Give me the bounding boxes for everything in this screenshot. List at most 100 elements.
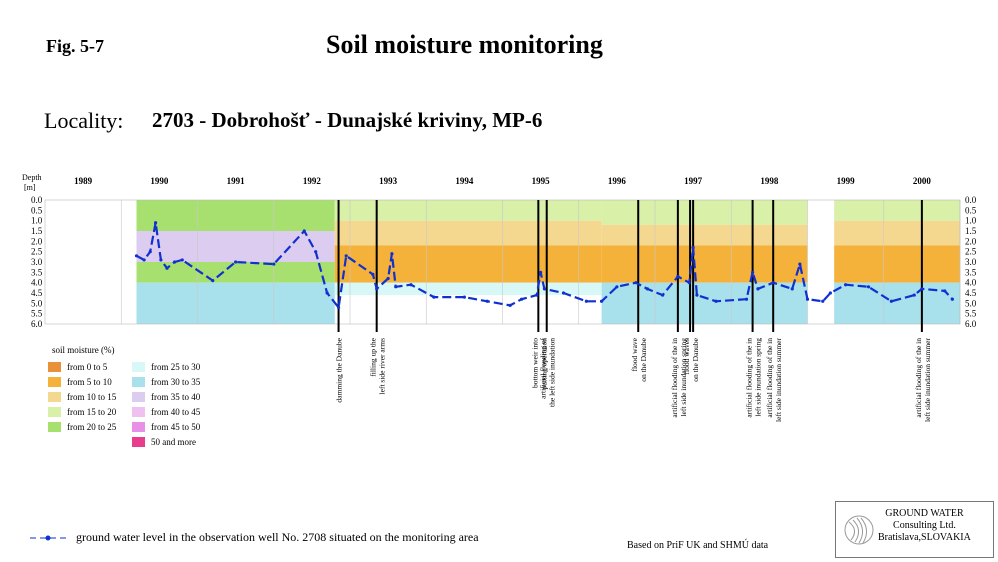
moisture-layer [601, 245, 808, 283]
groundwater-point [394, 285, 398, 289]
company-logo: GROUND WATER Consulting Ltd. Bratislava,… [835, 501, 994, 558]
groundwater-point [542, 287, 547, 291]
depth-tick-left: 5.5 [31, 309, 43, 319]
legend-item: from 10 to 15 [48, 392, 116, 402]
groundwater-point [600, 299, 604, 303]
depth-tick-left: 4.5 [31, 288, 43, 298]
legend-label: from 40 to 45 [151, 407, 201, 417]
groundwater-point [844, 283, 848, 287]
year-label: 1993 [379, 176, 398, 186]
moisture-layer [334, 245, 602, 283]
logo-line-1: GROUND WATER [885, 508, 964, 519]
y-axis-label: Depth [22, 173, 42, 182]
groundwater-point [134, 254, 139, 258]
year-label: 1991 [227, 176, 246, 186]
figure-number: Fig. 5-7 [46, 36, 104, 56]
locality-label: Locality: [44, 108, 124, 133]
legend-swatch [48, 362, 61, 372]
year-label: 2000 [913, 176, 932, 186]
groundwater-point [828, 291, 832, 295]
depth-tick-left: 1.5 [31, 226, 43, 236]
moisture-layer [601, 282, 808, 324]
moisture-layer [334, 200, 602, 221]
depth-tick-left: 0.0 [31, 195, 43, 205]
event-lines [337, 200, 923, 332]
groundwater-point [344, 254, 348, 258]
groundwater-point [539, 270, 543, 274]
groundwater-point [790, 287, 794, 291]
depth-tick-right: 1.0 [965, 216, 977, 226]
groundwater-point [519, 297, 524, 301]
groundwater-point [535, 293, 539, 297]
depth-tick-right: 6.0 [965, 319, 977, 329]
depth-tick-right: 5.5 [965, 309, 977, 319]
groundwater-point [390, 252, 394, 256]
groundwater-series [134, 221, 954, 310]
groundwater-point [386, 276, 390, 281]
legend-label: from 35 to 40 [151, 392, 201, 402]
groundwater-point [165, 266, 169, 270]
moisture-layer [136, 282, 335, 324]
depth-tick-left: 2.0 [31, 236, 43, 246]
legend-label: from 20 to 25 [67, 422, 117, 432]
legend-title: soil moisture (%) [52, 345, 115, 355]
groundwater-point [375, 287, 379, 291]
groundwater-point [159, 258, 163, 262]
legend-swatch [132, 377, 145, 387]
groundwater-point [950, 297, 954, 301]
legend-swatch [48, 377, 61, 387]
legend-swatch [132, 437, 145, 447]
moisture-layer [136, 231, 335, 262]
depth-tick-left: 3.5 [31, 267, 43, 277]
event-label: bottom weir intoputting operation [530, 338, 548, 390]
groundwater-point [325, 291, 329, 295]
groundwater-point [234, 260, 238, 264]
groundwater-point [661, 293, 665, 297]
groundwater-point [409, 283, 413, 287]
depth-tick-right: 4.5 [965, 288, 977, 298]
groundwater-point [302, 229, 306, 233]
groundwater-point [687, 281, 691, 285]
legend-swatch [132, 422, 145, 432]
legend-item: 50 and more [132, 437, 196, 447]
groundwater-point [180, 258, 184, 262]
legend-label: from 25 to 30 [151, 362, 201, 372]
groundwater-line [135, 221, 954, 309]
legend-swatch [48, 407, 61, 417]
groundwater-point [561, 291, 566, 295]
groundwater-point [615, 285, 619, 289]
chart-grid [44, 199, 961, 325]
moisture-layer [834, 245, 960, 283]
groundwater-point [485, 299, 489, 303]
legend-item: from 25 to 30 [132, 362, 200, 372]
legend-swatch [132, 362, 145, 372]
groundwater-point [142, 258, 146, 262]
event-labels: damming the Danube filling up theleft sid… [335, 337, 932, 422]
groundwater-point [744, 297, 749, 301]
moisture-layer [601, 200, 808, 225]
groundwater-point [508, 303, 512, 307]
locality-value: 2703 - Dobrohošť - Dunajské kriviny, MP-… [152, 108, 543, 132]
groundwater-point [756, 287, 760, 291]
groundwater-point [314, 250, 318, 254]
groundwater-point [751, 270, 755, 274]
moisture-layer [834, 200, 960, 221]
depth-tick-left: 2.5 [31, 247, 43, 257]
legend-label: 50 and more [151, 437, 196, 447]
groundwater-point [432, 295, 436, 299]
groundwater-point [714, 299, 718, 303]
groundwater-point [771, 281, 775, 285]
year-label: 1998 [760, 176, 779, 186]
depth-tick-right: 3.5 [965, 267, 977, 277]
event-label: damming the Danube [335, 337, 344, 402]
depth-tick-left: 5.0 [31, 298, 43, 308]
event-label: artificial flooding of the inleft side i… [745, 338, 763, 418]
depth-tick-right: 2.5 [965, 247, 977, 257]
event-label: flood waveson the Danube [682, 337, 700, 381]
legend-item: from 35 to 40 [132, 392, 200, 402]
groundwater-point [371, 272, 375, 276]
legend-item: from 0 to 5 [48, 362, 107, 372]
chart-axes: 1989 1990 1991 1992 1993 1994 1995 1996 1997 1998… [22, 173, 977, 329]
logo-line-2: Consulting Ltd. [893, 520, 956, 531]
